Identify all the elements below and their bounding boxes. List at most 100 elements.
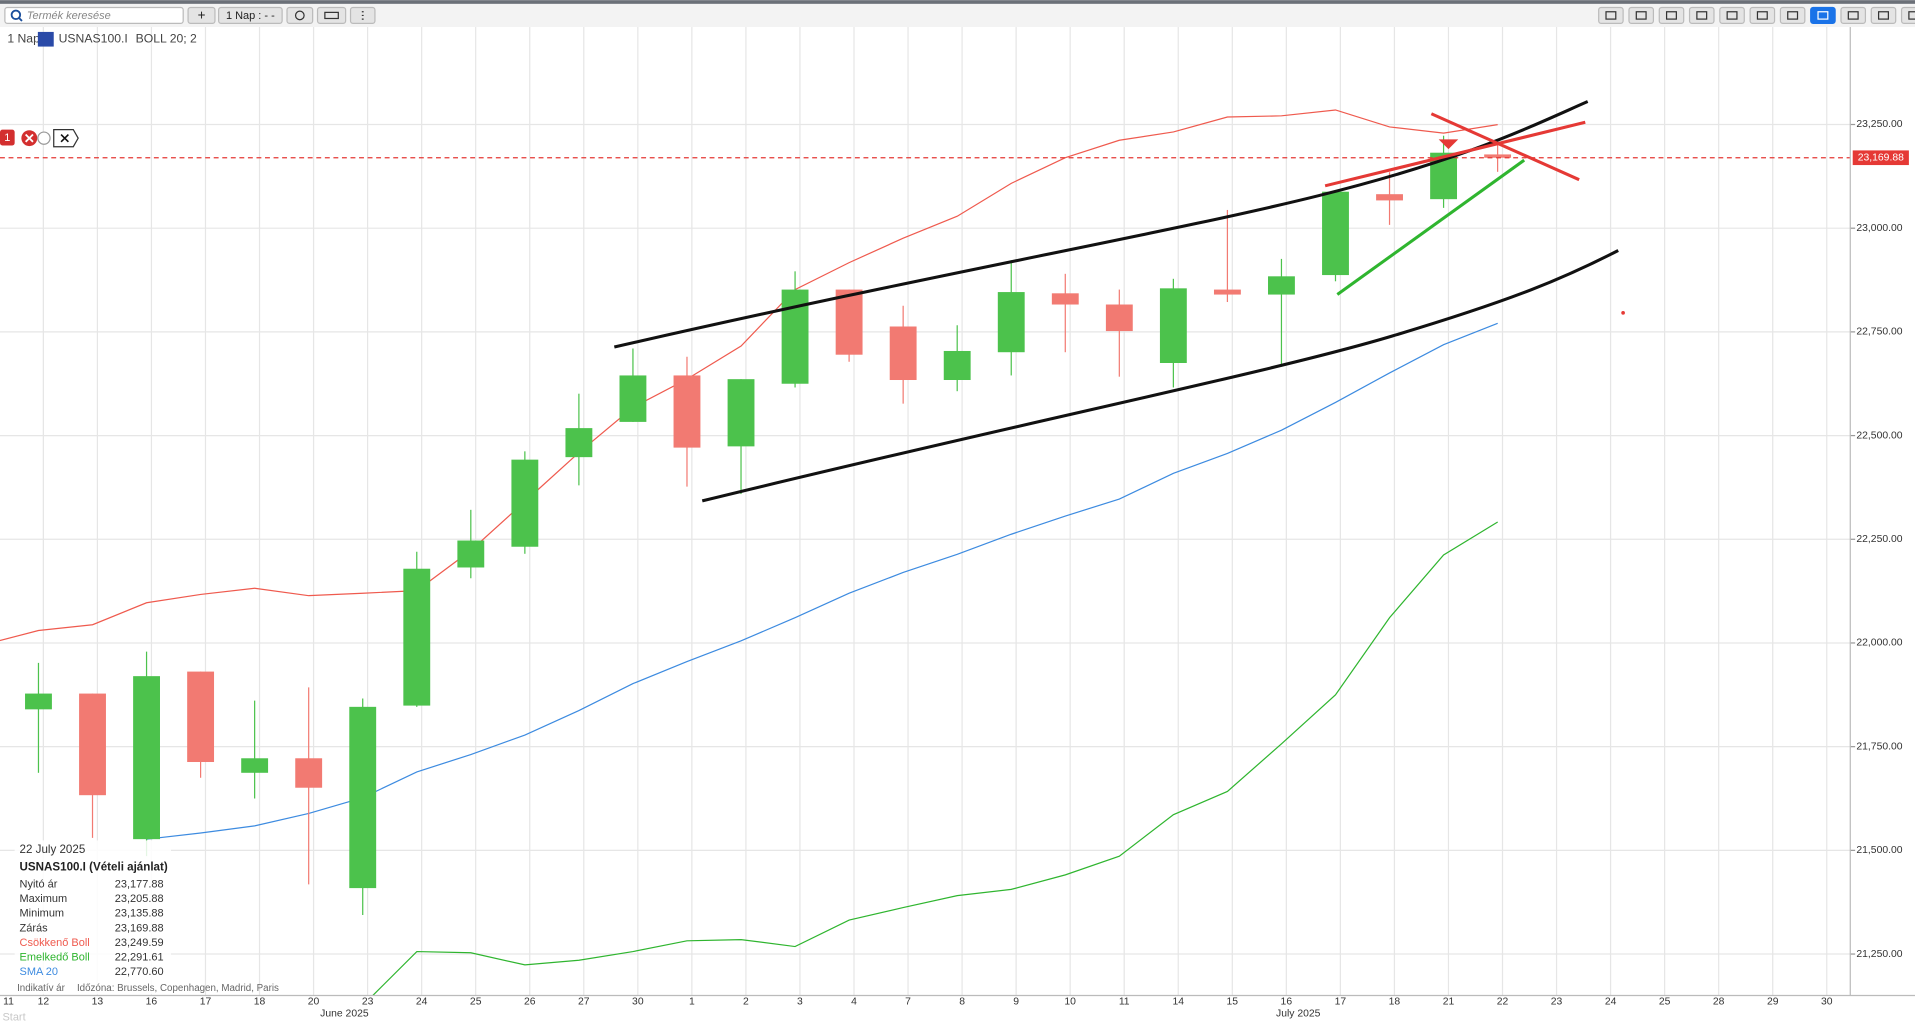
x-tick-label: 1 [689, 996, 695, 1007]
indicator-line [0, 109, 1498, 642]
x-tick-label: 24 [1605, 996, 1617, 1007]
tooltip-footer: Időzóna: Brussels, Copenhagen, Madrid, P… [77, 983, 279, 994]
legend-interval: 1 Nap [7, 31, 40, 45]
tool-button[interactable] [1719, 6, 1745, 24]
drawings [613, 100, 1625, 503]
x-tick-label: 9 [1013, 996, 1019, 1007]
y-tick-label: 21,250.00 [1856, 949, 1902, 960]
tool-icon [1726, 11, 1738, 20]
channel-upper [613, 100, 1589, 349]
tool-button[interactable] [1598, 6, 1624, 24]
tool-button[interactable] [1779, 6, 1806, 24]
candle-body [1105, 304, 1133, 332]
icon [324, 11, 339, 20]
x-tick-label: 10 [1064, 996, 1076, 1007]
x-tick-label: 2 [743, 996, 749, 1007]
x-tick-label: 3 [797, 996, 803, 1007]
candle-body [1159, 288, 1187, 363]
x-tick-label: 16 [146, 996, 158, 1007]
x-tick-label: 8 [959, 996, 965, 1007]
layout-button[interactable] [316, 6, 347, 24]
tool-button[interactable] [1810, 6, 1836, 24]
x-tick-label: 12 [38, 996, 50, 1007]
y-tick-label: 21,500.00 [1856, 845, 1902, 856]
candle-body [25, 693, 52, 710]
y-tick-label: 23,250.00 [1856, 119, 1902, 130]
tool-icon [1696, 11, 1708, 20]
candle-body [187, 671, 215, 763]
y-tick-label: 22,750.00 [1856, 327, 1902, 338]
candle-body [349, 706, 377, 889]
trend-line [1336, 158, 1526, 296]
candle-body [889, 326, 917, 381]
x-tick-label: 24 [416, 996, 428, 1007]
x-tick-label: 18 [1389, 996, 1401, 1007]
tool-icon [1605, 11, 1617, 20]
candle-body [79, 693, 106, 796]
x-tick-label: 30 [1821, 996, 1833, 1007]
tool-button[interactable] [1749, 6, 1776, 24]
candle-body [943, 350, 971, 381]
x-tick-label: 16 [1281, 996, 1293, 1007]
candle-body [403, 568, 431, 706]
y-tick-label: 22,500.00 [1856, 430, 1902, 441]
tooltip-value: 23,177.88 [115, 878, 164, 890]
tooltip-title: USNAS100.I (Vételi ajánlat) [20, 860, 168, 873]
tool-button[interactable] [1870, 6, 1897, 24]
tool-icon [1665, 11, 1677, 20]
tooltip-box [14, 840, 171, 995]
marker [1621, 310, 1625, 315]
icon [294, 10, 305, 21]
tool-button[interactable] [1688, 6, 1715, 24]
candle-body [727, 379, 755, 447]
badge-label: 1 [4, 132, 10, 144]
candle-body [1376, 194, 1403, 201]
x-tick-label: 26 [524, 996, 536, 1007]
price-label: 23,169.88 [1858, 152, 1904, 163]
candle-body [673, 375, 701, 448]
legend: 1 Nap USNAS100.I BOLL 20; 2 [7, 31, 197, 47]
tool-icon [1635, 11, 1647, 20]
close-x [60, 133, 69, 143]
search-box[interactable] [4, 6, 184, 24]
marker [1438, 139, 1459, 150]
x-tick-label: 28 [1713, 996, 1725, 1007]
toolbar: Termék keresése + 1 Nap : - - [0, 0, 1915, 28]
tooltip-value: 22,770.60 [115, 966, 164, 978]
badge [0, 129, 15, 146]
tool-icon [1817, 11, 1829, 20]
tool-button[interactable] [1840, 6, 1867, 24]
tool-icon [1756, 11, 1768, 20]
candle-body [1051, 293, 1079, 305]
tool-button[interactable] [1628, 6, 1655, 24]
order-badge[interactable]: 1 [0, 129, 79, 148]
add-button[interactable] [187, 6, 216, 24]
tooltip-label: Emelkedő Boll [20, 952, 90, 964]
tooltip-label: Minimum [20, 908, 65, 920]
tool-icon [1847, 11, 1859, 20]
x-tick-label: 30 [632, 996, 644, 1007]
interval-button[interactable] [218, 6, 283, 24]
x-tick-label: 23 [362, 996, 374, 1007]
cancel-button[interactable] [53, 129, 79, 148]
tooltip-value: 22,291.61 [115, 952, 164, 964]
tooltip-label: SMA 20 [20, 966, 58, 978]
x-tick-label: 15 [1227, 996, 1239, 1007]
x-tick-label: 18 [254, 996, 266, 1007]
x-tick-label: 11 [1119, 996, 1130, 1007]
candle-body [997, 292, 1025, 353]
channel-lower [701, 249, 1619, 503]
x-tick-label: 7 [905, 996, 911, 1007]
tooltip-label: Maximum [20, 893, 68, 905]
symbol-icon [37, 31, 54, 47]
tool-button[interactable] [1658, 6, 1685, 24]
tooltip-label: Csökkenő Boll [20, 937, 90, 949]
candle-body [565, 428, 593, 458]
search-icon [18, 17, 23, 22]
candle-body [295, 758, 323, 788]
refresh-button[interactable] [286, 6, 314, 24]
candle-body [619, 375, 647, 422]
x-tick-label: 23 [1551, 996, 1563, 1007]
